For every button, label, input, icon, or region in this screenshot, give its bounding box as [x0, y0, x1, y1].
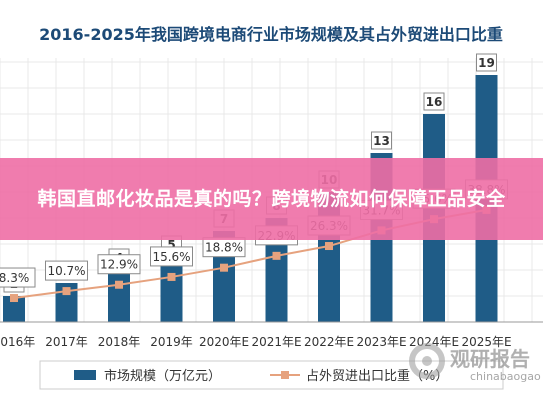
line-marker: [220, 263, 228, 272]
line-value-label-box: [45, 260, 88, 281]
x-tick-label: 2025年E: [461, 335, 511, 349]
x-tick-label: 2021年E: [251, 335, 301, 349]
watermark-url: chinabaogao: [470, 370, 541, 383]
bar: [108, 270, 130, 322]
x-tick-label: 2016年: [0, 335, 35, 349]
x-tick-label: 2019年: [150, 335, 193, 349]
x-tick-label: 2017年: [45, 335, 88, 349]
chart-title: 2016-2025年我国跨境电商行业市场规模及其占外贸进出口比重: [39, 25, 503, 44]
line-marker: [115, 280, 123, 289]
x-tick-label: 2018年: [98, 335, 141, 349]
x-axis: 2016年2017年2018年2019年2020年E2021年E2022年E20…: [0, 321, 543, 349]
line-value-label: 15.6%: [152, 250, 190, 264]
line-value-label-box: [150, 246, 193, 267]
headline-text: 韩国直邮化妆品是真的吗？跨境物流如何保障正品安全: [37, 187, 506, 210]
bar-value-label: 16: [426, 95, 443, 109]
line-marker: [325, 242, 333, 251]
legend-bar-swatch: [74, 370, 96, 380]
line-value-label: 10.7%: [47, 264, 85, 278]
bar-value-label-box: [423, 92, 445, 111]
x-tick-label: 2020年E: [199, 335, 249, 349]
bar-value-label-box: [371, 131, 392, 150]
line-value-label: 12.9%: [100, 258, 138, 272]
bar-value-label: 5: [167, 238, 175, 252]
bar: [3, 296, 25, 322]
bar: [160, 257, 183, 322]
watermark-logo-icon: [409, 343, 445, 379]
bar-value-label-box: [476, 53, 497, 72]
headline-banner[interactable]: 韩国直邮化妆品是真的吗？跨境物流如何保障正品安全: [0, 158, 543, 240]
line-value-label-box: [0, 267, 36, 288]
x-tick-label: 2022年E: [304, 335, 354, 349]
watermark-brand: 观研报告: [450, 347, 530, 371]
line-marker: [10, 294, 18, 303]
line-marker: [62, 287, 71, 296]
x-tick-label: 2023年E: [356, 335, 406, 349]
line-marker: [167, 272, 176, 281]
line-value-label: 8.3%: [0, 271, 29, 285]
line-value-label-box: [97, 254, 141, 275]
bar-value-label: 19: [478, 56, 495, 70]
bar-value-label: 13: [373, 134, 390, 148]
line-marker: [272, 251, 281, 260]
legend-line-marker: [281, 371, 289, 379]
line-value-label: 18.8%: [205, 241, 243, 255]
legend-bar-label: 市场规模（万亿元）: [104, 368, 221, 384]
